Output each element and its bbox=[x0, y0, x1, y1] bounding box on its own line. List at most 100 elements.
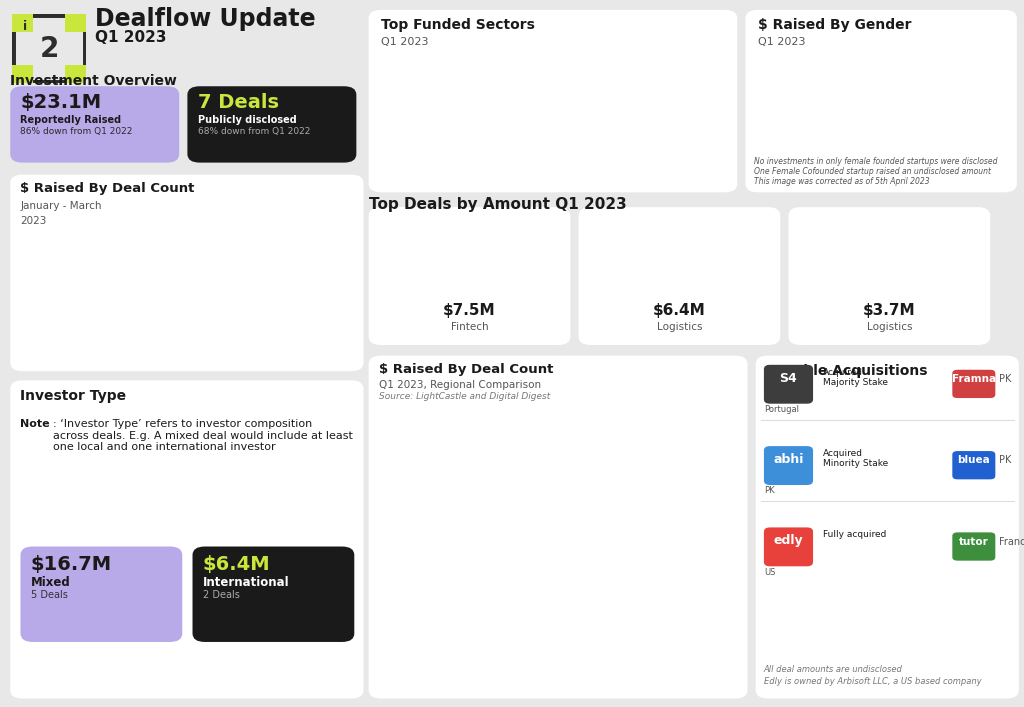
Text: $31.0M: $31.0M bbox=[469, 603, 507, 612]
Text: Q1 2023: Q1 2023 bbox=[95, 30, 167, 45]
Bar bbox=[12, 14, 33, 32]
Ellipse shape bbox=[399, 223, 540, 294]
Bar bbox=[400, 619, 432, 628]
Text: Logistics: Logistics bbox=[656, 322, 702, 332]
Circle shape bbox=[551, 50, 663, 163]
Text: Reportedly Raised: Reportedly Raised bbox=[20, 115, 122, 124]
Text: Saudi Arabia: Saudi Arabia bbox=[595, 650, 666, 660]
Text: 2 Deals: 2 Deals bbox=[203, 590, 240, 600]
Text: Fully acquired: Fully acquired bbox=[823, 530, 887, 539]
Text: $23.1M: $23.1M bbox=[835, 72, 928, 92]
Text: $23.1M: $23.1M bbox=[20, 93, 101, 112]
Text: Mixed: Mixed bbox=[31, 576, 71, 589]
Text: Q1 2023: Q1 2023 bbox=[381, 37, 428, 47]
Text: Q1 2023: Q1 2023 bbox=[758, 37, 805, 47]
Text: PK: PK bbox=[999, 455, 1012, 465]
Text: $9.0M: $9.0M bbox=[570, 82, 643, 102]
Text: Investment Overview: Investment Overview bbox=[10, 74, 177, 88]
Text: $23.1M: $23.1M bbox=[398, 607, 435, 616]
Text: 26: 26 bbox=[552, 606, 566, 616]
Text: $295.0M: $295.0M bbox=[538, 498, 581, 506]
Text: France: France bbox=[999, 537, 1024, 547]
Bar bbox=[66, 14, 86, 32]
Text: 2: 2 bbox=[40, 35, 58, 63]
Bar bbox=[472, 616, 504, 628]
Text: Male Founded: Male Founded bbox=[821, 101, 941, 116]
Text: Acquired
Majority Stake: Acquired Majority Stake bbox=[823, 368, 888, 387]
Text: 3: 3 bbox=[484, 615, 492, 625]
Text: February: February bbox=[160, 358, 216, 368]
Text: No investments in only female founded startups were disclosed: No investments in only female founded st… bbox=[754, 157, 997, 166]
Bar bbox=[55, 332, 104, 343]
Text: $6.4M: $6.4M bbox=[203, 555, 270, 574]
Text: $12.9M: $12.9M bbox=[273, 240, 319, 250]
Text: Dealflow Update: Dealflow Update bbox=[95, 7, 315, 31]
Text: January - March: January - March bbox=[20, 201, 102, 211]
Bar bbox=[543, 510, 575, 628]
Text: 30: 30 bbox=[695, 604, 709, 614]
Text: Fintech: Fintech bbox=[578, 117, 636, 131]
Text: January: January bbox=[56, 358, 103, 368]
Text: 26: 26 bbox=[624, 606, 637, 616]
Text: Logistics: Logistics bbox=[866, 322, 912, 332]
Circle shape bbox=[829, 44, 933, 147]
Text: 3: 3 bbox=[292, 310, 300, 320]
Text: Framna: Framna bbox=[951, 374, 996, 384]
Text: 2023: 2023 bbox=[20, 216, 47, 226]
Text: 86% down from Q1 2022: 86% down from Q1 2022 bbox=[20, 127, 133, 136]
Text: Edly is owned by Arbisoft LLC, a US based company: Edly is owned by Arbisoft LLC, a US base… bbox=[764, 677, 982, 686]
Text: PK: PK bbox=[999, 374, 1012, 384]
Text: $129.0M: $129.0M bbox=[680, 564, 724, 573]
Text: Logistics: Logistics bbox=[428, 124, 504, 139]
Text: Q1 2023, Regional Comparison: Q1 2023, Regional Comparison bbox=[379, 380, 541, 390]
Text: Trukkr: Trukkr bbox=[659, 250, 699, 259]
Text: Q1 2023: Q1 2023 bbox=[766, 381, 813, 391]
Text: US: US bbox=[764, 568, 775, 577]
Text: Fintech: Fintech bbox=[451, 322, 488, 332]
Text: International: International bbox=[203, 576, 290, 589]
Text: Egypt: Egypt bbox=[543, 650, 575, 660]
Text: $8.7M: $8.7M bbox=[169, 269, 207, 279]
Ellipse shape bbox=[819, 223, 959, 294]
Text: $16.7M: $16.7M bbox=[31, 555, 112, 574]
Text: $6.4M: $6.4M bbox=[653, 303, 706, 317]
Text: i: i bbox=[24, 20, 28, 33]
Text: Portugal: Portugal bbox=[764, 405, 799, 414]
Text: S4: S4 bbox=[779, 372, 798, 385]
Text: One Female Cofounded startup raised an undisclosed amount: One Female Cofounded startup raised an u… bbox=[754, 167, 990, 176]
Text: This image was corrected as of 5th April 2023: This image was corrected as of 5th April… bbox=[754, 177, 930, 186]
Text: : ‘Investor Type’ refers to investor composition
across deals. E.g. A mixed deal: : ‘Investor Type’ refers to investor com… bbox=[53, 419, 353, 452]
Bar bbox=[66, 66, 86, 83]
Text: tutor: tutor bbox=[958, 537, 989, 547]
Text: PK: PK bbox=[764, 486, 774, 496]
Text: 5 Deals: 5 Deals bbox=[31, 590, 68, 600]
Text: bluea: bluea bbox=[957, 455, 990, 465]
Text: edly: edly bbox=[774, 534, 803, 547]
Text: $515.0M: $515.0M bbox=[608, 409, 652, 419]
Text: Top Deals by Amount Q1 2023: Top Deals by Amount Q1 2023 bbox=[369, 197, 627, 211]
Text: Source: LightCastle and Digital Digest: Source: LightCastle and Digital Digest bbox=[379, 392, 550, 402]
Text: abhi: abhi bbox=[773, 453, 804, 466]
Text: Bangladesh: Bangladesh bbox=[456, 650, 520, 660]
Text: TRAX: TRAX bbox=[872, 250, 906, 259]
Text: March: March bbox=[276, 358, 315, 368]
Ellipse shape bbox=[609, 223, 750, 294]
Text: 7 Deals: 7 Deals bbox=[198, 93, 279, 112]
Bar bbox=[12, 66, 33, 83]
Text: $ Raised By Deal Count: $ Raised By Deal Count bbox=[20, 182, 195, 194]
Text: 7: 7 bbox=[414, 613, 420, 623]
Text: Investor Type: Investor Type bbox=[20, 389, 127, 403]
Text: Acquired
Minority Stake: Acquired Minority Stake bbox=[823, 449, 889, 468]
Circle shape bbox=[399, 44, 531, 176]
Text: Top Funded Sectors: Top Funded Sectors bbox=[381, 18, 535, 33]
Bar bbox=[164, 282, 212, 343]
Bar bbox=[271, 253, 321, 343]
Bar bbox=[686, 576, 718, 628]
Text: $7.5M: $7.5M bbox=[443, 303, 496, 317]
Text: Publicly disclosed: Publicly disclosed bbox=[198, 115, 296, 124]
Text: Pakistan: Pakistan bbox=[393, 650, 440, 660]
Text: Notable Acquisitions: Notable Acquisitions bbox=[766, 364, 928, 378]
Text: $1.5M: $1.5M bbox=[60, 320, 99, 329]
Bar bbox=[614, 421, 646, 628]
Text: $3.7M: $3.7M bbox=[863, 303, 915, 317]
